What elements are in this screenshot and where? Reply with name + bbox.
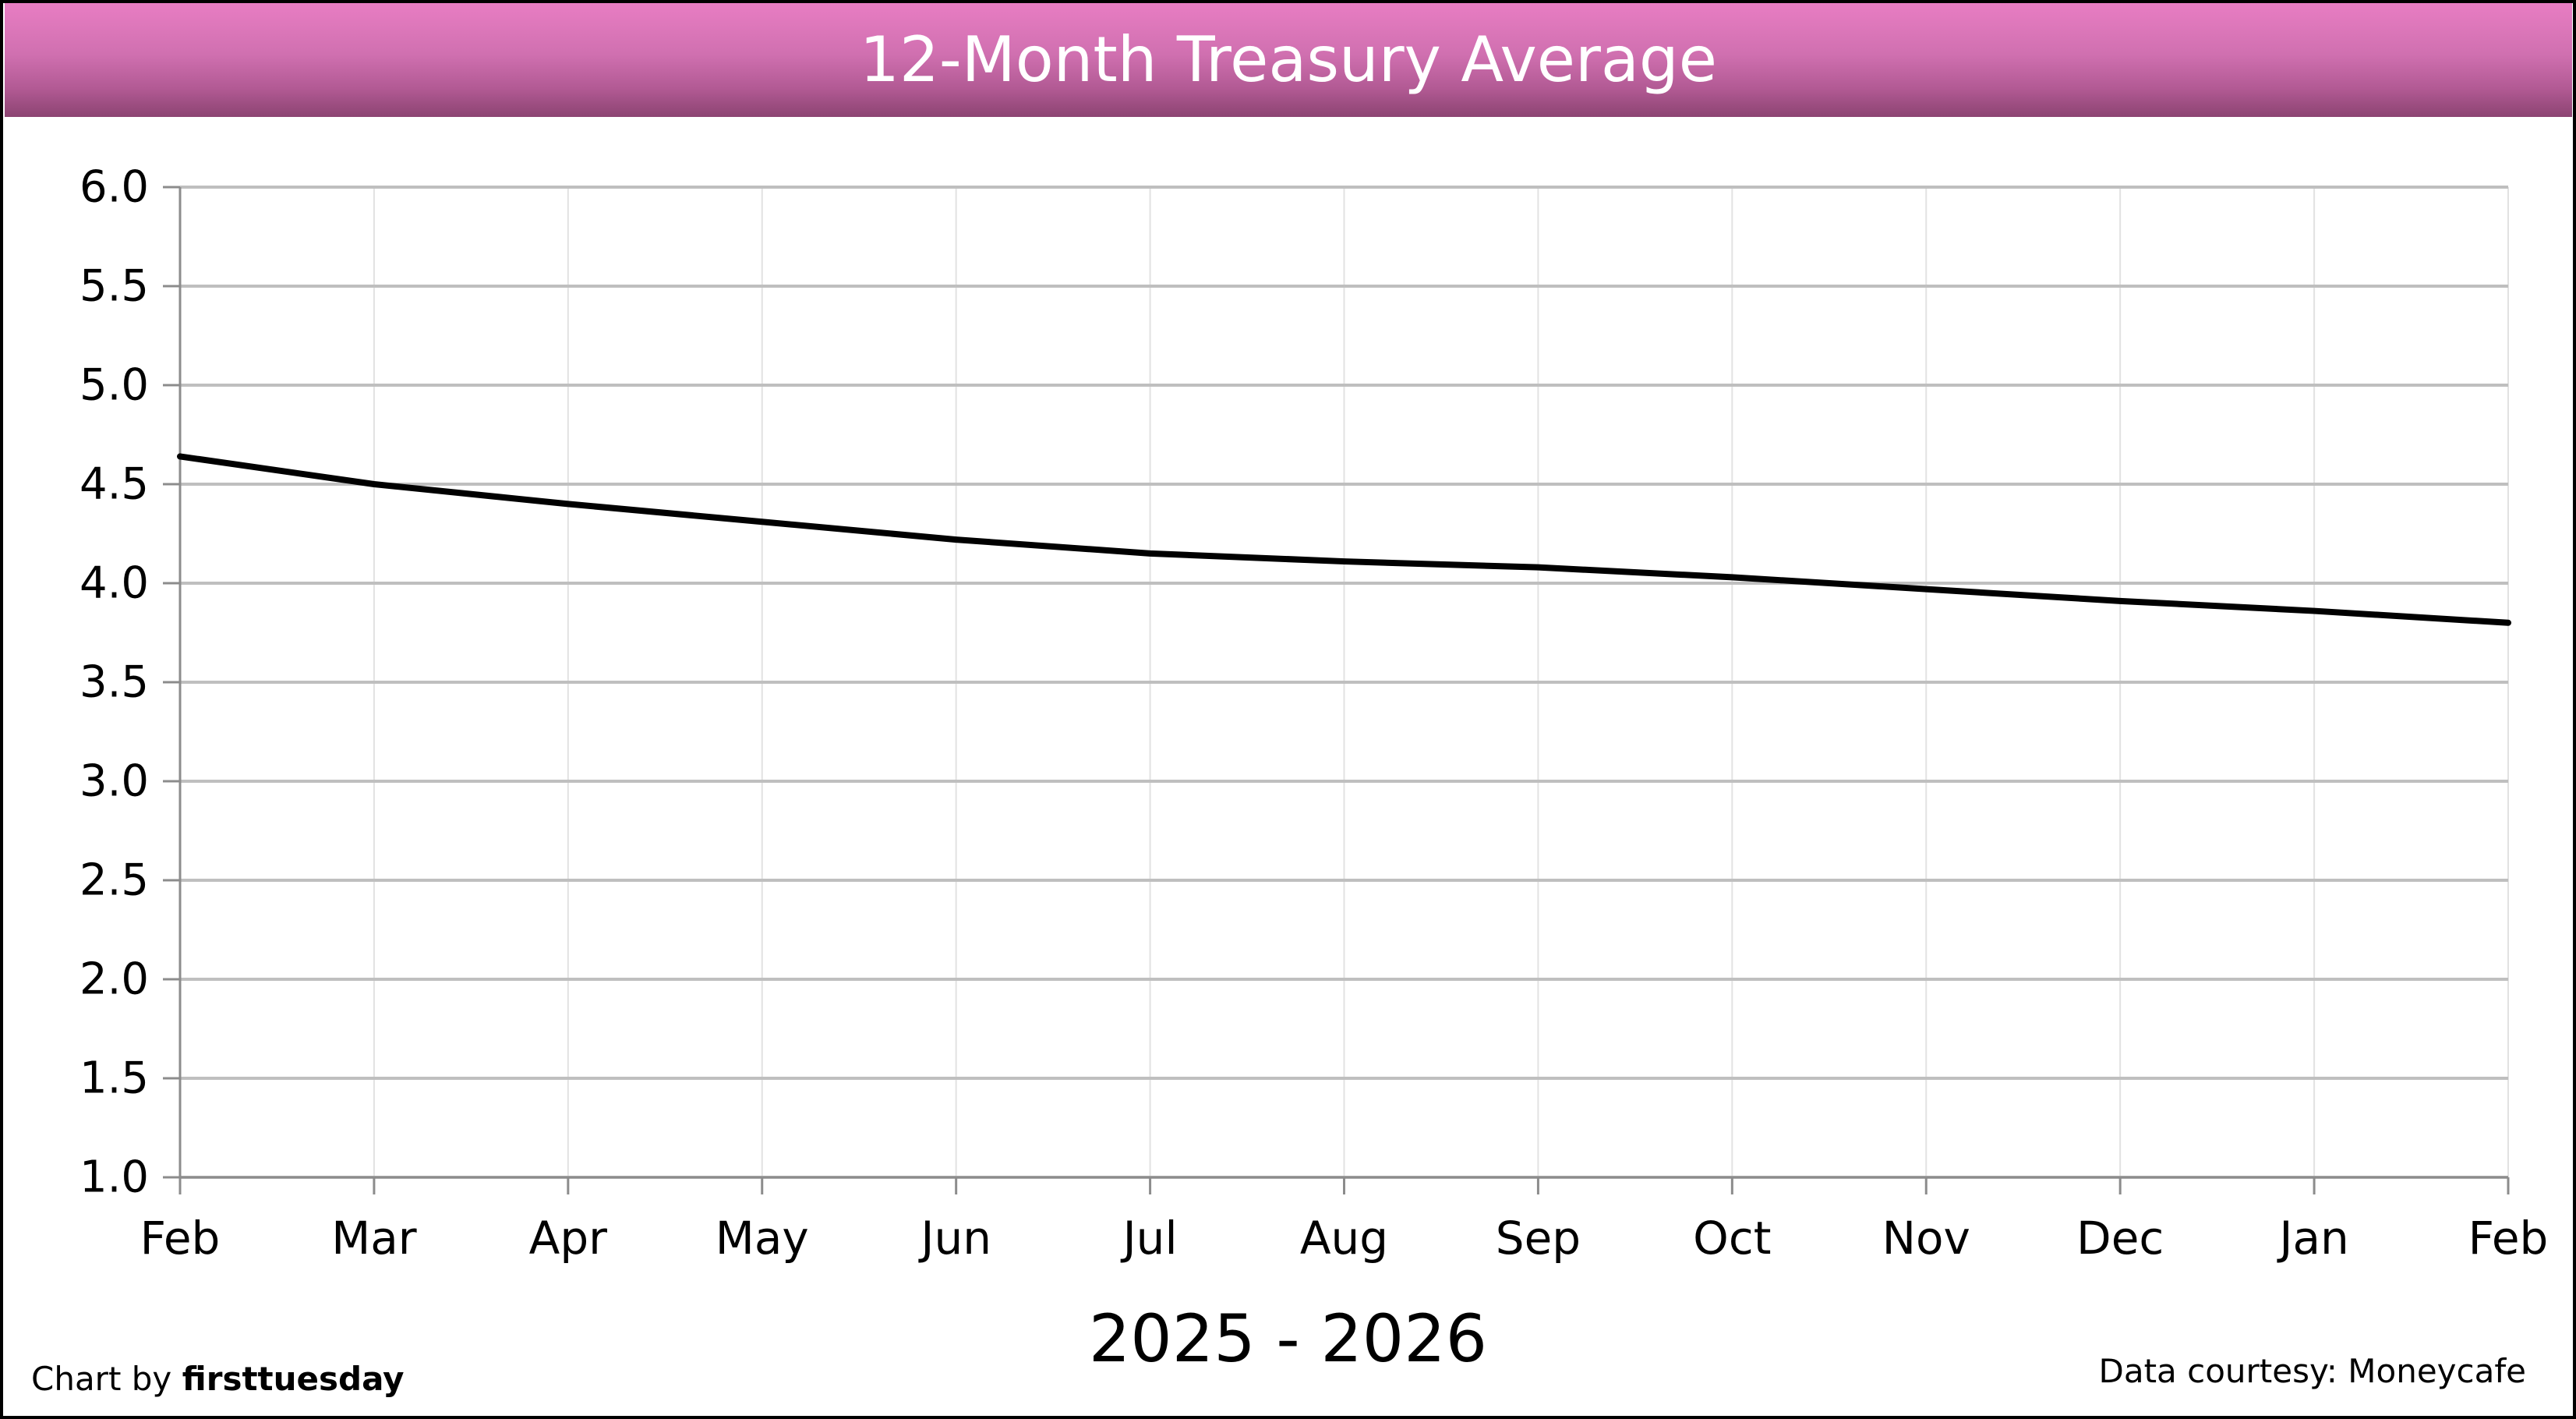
x-tick-label: Oct xyxy=(1693,1212,1771,1265)
title-banner: 12-Month Treasury Average xyxy=(5,3,2572,117)
y-tick-label: 6.0 xyxy=(80,162,149,213)
x-axis-label: 2025 - 2026 xyxy=(1088,1300,1488,1377)
x-tick-label: Aug xyxy=(1300,1212,1388,1265)
data-point xyxy=(371,482,376,487)
x-tick-label: Mar xyxy=(331,1212,417,1265)
x-tick-label: Jan xyxy=(2277,1212,2348,1265)
data-point xyxy=(178,454,182,459)
x-tick-label: Jun xyxy=(918,1212,991,1265)
data-point xyxy=(2506,620,2511,625)
series-layer xyxy=(177,453,2511,626)
chart-title: 12-Month Treasury Average xyxy=(860,23,1717,96)
data-point xyxy=(1147,550,1153,556)
y-tick-label: 2.0 xyxy=(80,954,149,1005)
chart-credit: Chart by firsttuesday xyxy=(31,1360,405,1398)
x-tick-label: Apr xyxy=(529,1212,607,1265)
credit-brand: firsttuesday xyxy=(182,1360,405,1398)
credit-prefix: Chart by xyxy=(31,1360,182,1398)
x-tick-label: Dec xyxy=(2076,1212,2164,1265)
data-point xyxy=(1730,575,1735,580)
x-tick-label: Feb xyxy=(140,1212,221,1265)
y-tick-label: 4.5 xyxy=(80,459,149,510)
y-tick-label: 3.0 xyxy=(80,756,149,807)
data-point xyxy=(759,519,765,525)
y-tick-label: 5.5 xyxy=(80,261,149,312)
data-point xyxy=(1341,559,1347,564)
label-layer: 1.0 1.5 2.0 2.5 3.0 3.5 4.0 4.5 5.0 5.5 6.0 Feb Mar A… xyxy=(80,162,2548,1265)
axis-layer xyxy=(163,186,2510,1194)
data-point xyxy=(565,501,571,507)
x-tick-label: Sep xyxy=(1496,1212,1581,1265)
y-tick-label: 5.0 xyxy=(80,360,149,411)
y-tick-label: 3.5 xyxy=(80,657,149,708)
data-point xyxy=(2118,598,2123,603)
data-point xyxy=(1924,586,1929,592)
x-tick-label: Feb xyxy=(2468,1212,2549,1265)
y-tick-label: 4.0 xyxy=(80,558,149,609)
data-point xyxy=(2312,608,2317,614)
x-tick-label: Jul xyxy=(1121,1212,1178,1265)
x-tick-label: May xyxy=(716,1212,809,1265)
data-source-credit: Data courtesy: Moneycafe xyxy=(2098,1352,2526,1390)
y-tick-label: 2.5 xyxy=(80,855,149,906)
data-point xyxy=(1535,564,1541,570)
grid-layer xyxy=(180,186,2509,1179)
y-tick-label: 1.5 xyxy=(80,1053,149,1104)
x-tick-label: Nov xyxy=(1882,1212,1970,1265)
data-point xyxy=(953,537,959,543)
y-tick-label: 1.0 xyxy=(80,1152,149,1203)
